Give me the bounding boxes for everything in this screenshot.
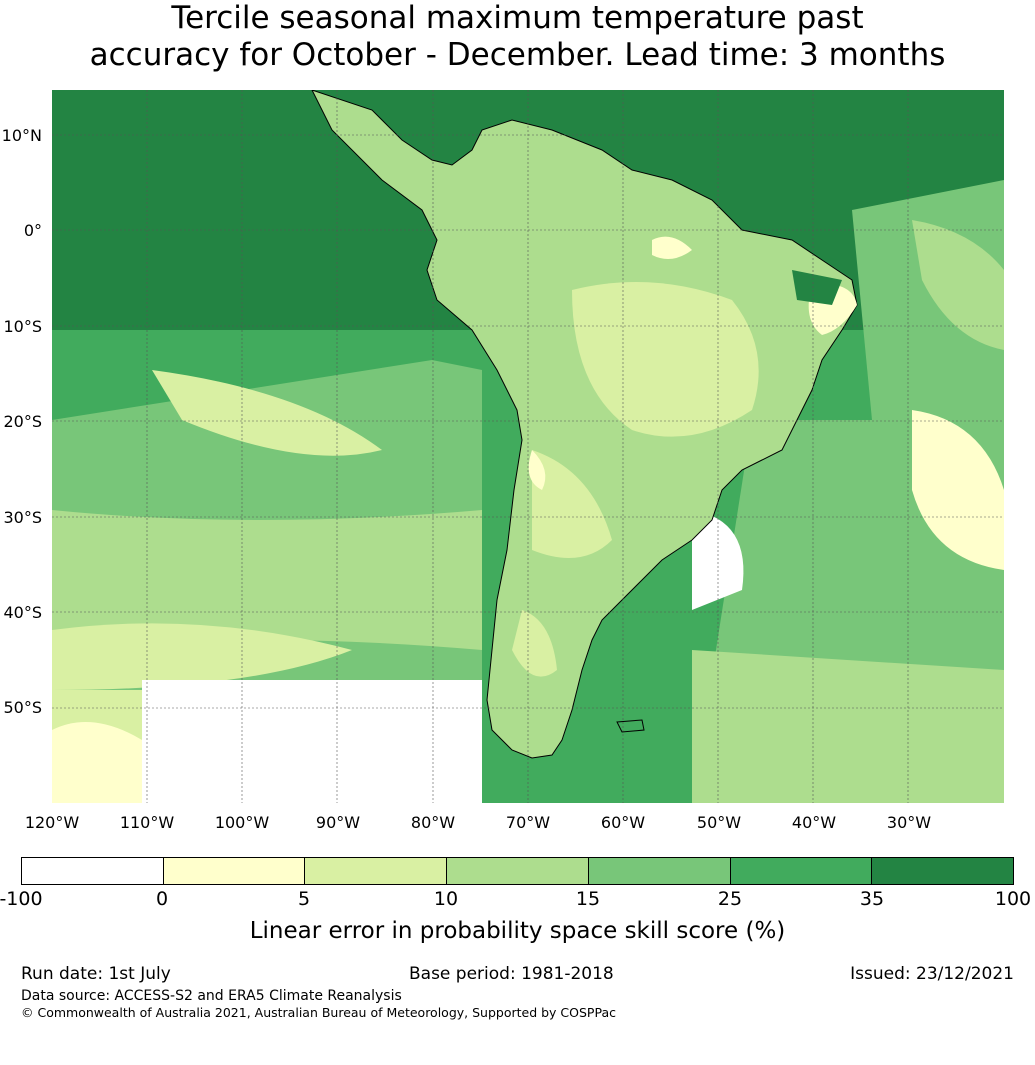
colorbar-label: Linear error in probability space skill …	[249, 918, 786, 944]
southern-ocean-white	[142, 680, 482, 803]
colorbar-tick: 10	[433, 888, 459, 910]
pacific-pale-patch	[52, 623, 352, 690]
run-date: Run date: 1st July	[21, 964, 171, 984]
lat-label-40s: 40°S	[3, 603, 42, 622]
lon-label-30w: 30°W	[886, 813, 932, 832]
graticule	[52, 90, 1004, 803]
map-svg	[52, 90, 1004, 803]
colorbar-segment	[730, 858, 873, 884]
colorbar-tick: 15	[575, 888, 601, 910]
lat-label-20s: 20°S	[3, 412, 42, 431]
altiplano-yellow	[528, 450, 546, 490]
colorbar-tick: -100	[0, 888, 43, 910]
amazon-light-zone	[572, 282, 759, 437]
atlantic-yellow-patch	[912, 410, 1004, 570]
lon-label-110w: 110°W	[119, 813, 175, 832]
base-period: Base period: 1981-2018	[409, 964, 614, 984]
colorbar-tick: 35	[859, 888, 885, 910]
colorbar-tick: 0	[155, 888, 169, 910]
chaco-light-zone	[532, 450, 612, 558]
copyright: © Commonwealth of Australia 2021, Austra…	[21, 1005, 616, 1020]
atlantic-light	[912, 220, 1004, 350]
southern-yellow-patch	[52, 722, 142, 803]
lat-label-0: 0°	[23, 221, 42, 240]
colorbar-segment	[447, 858, 589, 884]
south-america-land	[311, 90, 858, 759]
lon-label-70w: 70°W	[505, 813, 551, 832]
colorbar-tick: 5	[297, 888, 311, 910]
colorbar-tick: 100	[994, 888, 1032, 910]
colorbar-segment	[872, 858, 1014, 884]
northeast-dark-patch	[792, 270, 842, 305]
patagonia-light	[512, 610, 557, 677]
title-line-2: accuracy for October - December. Lead ti…	[89, 37, 946, 73]
skill-map	[52, 90, 1004, 803]
colorbar-segment	[22, 858, 164, 884]
title-line-1: Tercile seasonal maximum temperature pas…	[171, 0, 864, 36]
issued-date: Issued: 23/12/2021	[850, 964, 1014, 984]
lat-label-10n: 10°N	[1, 126, 42, 145]
colorbar-segment	[305, 858, 448, 884]
lon-label-50w: 50°W	[696, 813, 742, 832]
colorbar-segment	[163, 858, 306, 884]
chart-title: Tercile seasonal maximum temperature pas…	[0, 0, 1035, 74]
data-source: Data source: ACCESS-S2 and ERA5 Climate …	[21, 988, 402, 1004]
guiana-yellow-patch	[652, 236, 692, 259]
lat-label-10s: 10°S	[3, 317, 42, 336]
lon-label-90w: 90°W	[315, 813, 361, 832]
lat-label-50s: 50°S	[3, 698, 42, 717]
lon-label-80w: 80°W	[410, 813, 456, 832]
lat-label-30s: 30°S	[3, 508, 42, 527]
lon-label-60w: 60°W	[600, 813, 646, 832]
falkland-islands	[616, 719, 645, 733]
colorbar-segment	[588, 858, 731, 884]
lon-label-40w: 40°W	[791, 813, 837, 832]
midlat-pacific-band	[52, 510, 482, 650]
south-atlantic-light	[692, 650, 1004, 803]
lon-label-100w: 100°W	[214, 813, 270, 832]
colorbar-tick: 25	[717, 888, 743, 910]
lon-label-120w: 120°W	[24, 813, 80, 832]
pacific-light-patch	[152, 370, 382, 456]
colorbar	[21, 857, 1014, 885]
